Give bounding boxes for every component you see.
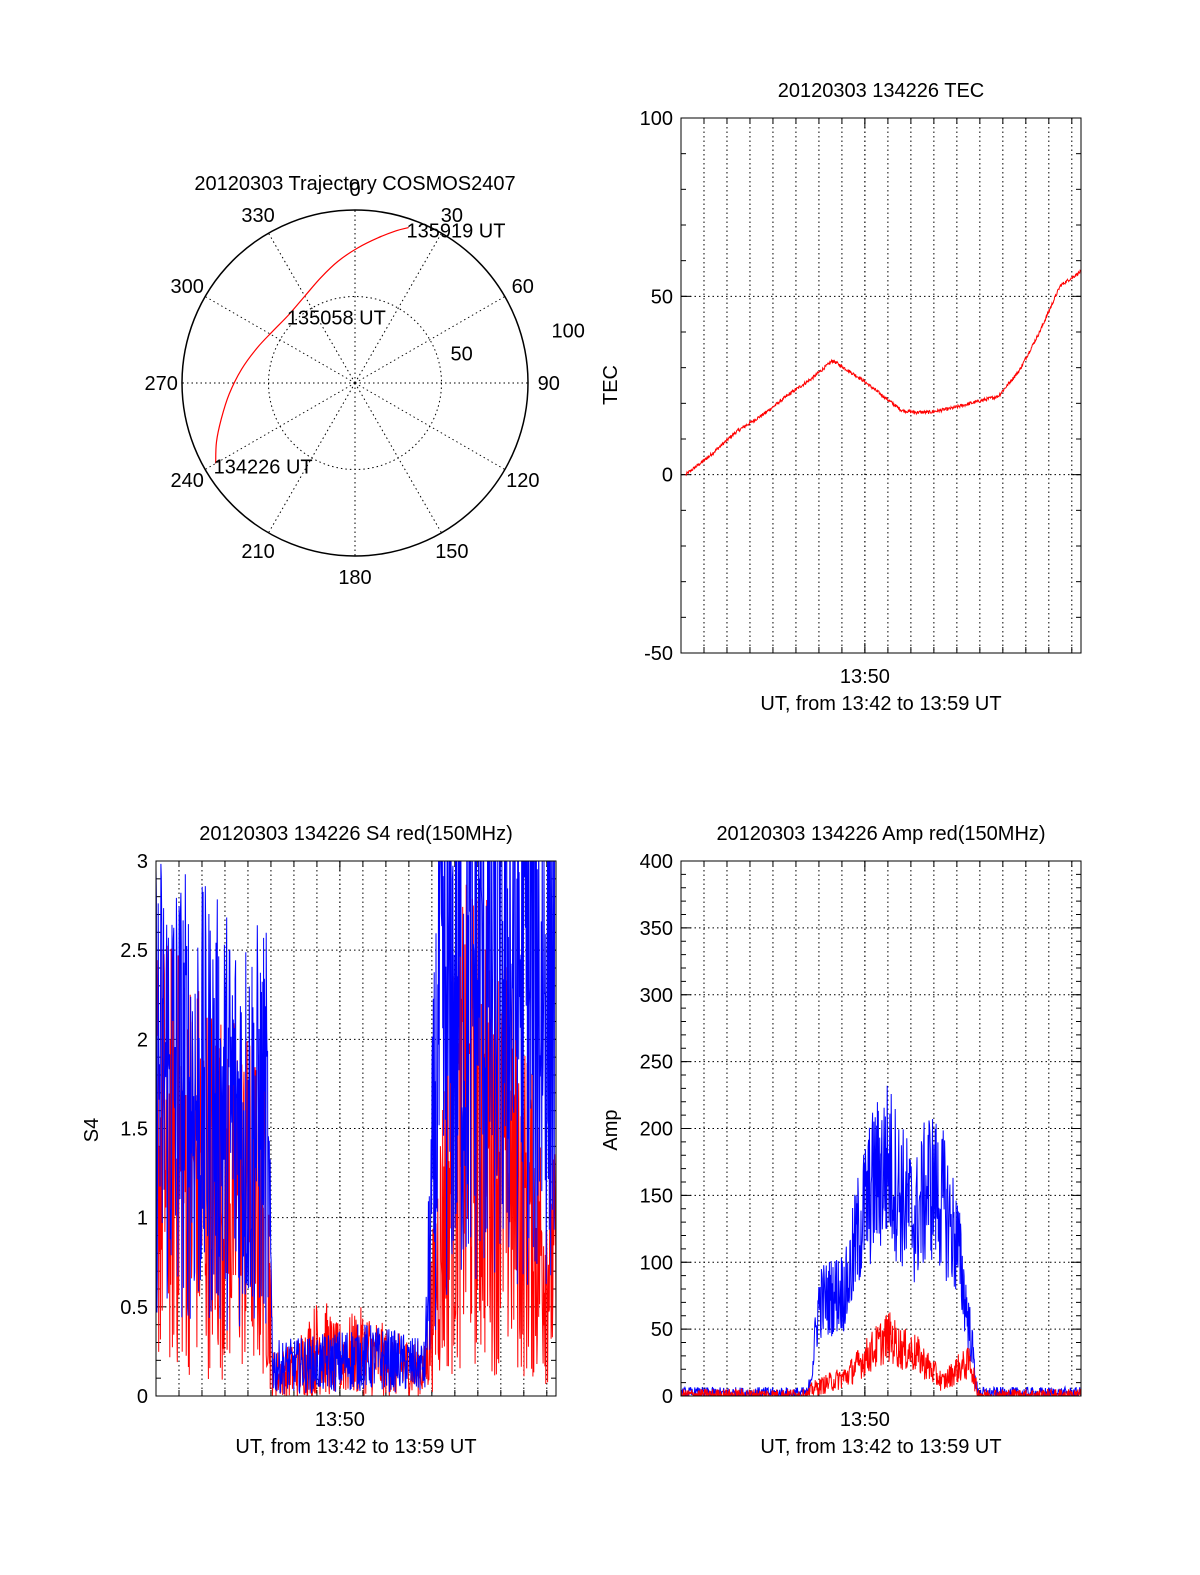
y-tick-label: 250 <box>640 1052 673 1074</box>
x-tick-label: 13:50 <box>840 1409 890 1431</box>
s4-plot-area: 0 0.5 1 1.5 2 2.5 3 13:50 <box>120 851 557 1431</box>
y-tick-label: 2 <box>137 1029 148 1051</box>
series-line-red <box>685 269 1081 477</box>
amp-title: 20120303 134226 Amp red(150MHz) <box>716 823 1045 845</box>
polar-spoke <box>268 232 356 384</box>
y-tick-label: 400 <box>640 851 673 873</box>
polar-azimuth-label: 30 <box>441 205 463 227</box>
tec-xlabel: UT, from 13:42 to 13:59 UT <box>760 693 1001 715</box>
polar-trajectory <box>215 227 409 464</box>
y-tick-label: 50 <box>651 286 673 308</box>
x-tick-label: 13:50 <box>840 666 890 688</box>
polar-spoke <box>354 232 442 384</box>
polar-spoke <box>204 382 356 470</box>
amp-plot-area: 0 50 100 150 200 250 300 350 400 13:50 <box>640 851 1082 1431</box>
polar-title: 20120303 Trajectory COSMOS2407 <box>194 173 515 195</box>
polar-annotations: 135919 UT 135058 UT 134226 UT <box>214 221 506 479</box>
amp-panel: 20120303 134226 Amp red(150MHz) Amp UT, … <box>600 823 1082 1458</box>
y-tick-label: 3 <box>137 851 148 873</box>
y-tick-label: 1.5 <box>120 1119 148 1141</box>
polar-radial-label: 50 <box>450 343 472 365</box>
y-tick-label: 100 <box>640 108 673 130</box>
y-tick-label: 50 <box>651 1319 673 1341</box>
plot-frame <box>680 117 1082 654</box>
tec-plot-area: -50 0 50 100 13:50 <box>640 108 1082 688</box>
polar-time-annotation: 135058 UT <box>287 308 386 330</box>
s4-xlabel: UT, from 13:42 to 13:59 UT <box>235 1436 476 1458</box>
polar-spoke <box>354 382 442 534</box>
s4-panel: 20120303 134226 S4 red(150MHz) S4 UT, fr… <box>81 823 557 1458</box>
tec-ylabel: TEC <box>600 365 622 405</box>
polar-azimuth-label: 300 <box>171 276 204 298</box>
plot-frame <box>155 860 557 1397</box>
polar-spoke <box>204 296 356 384</box>
polar-trajectory-line <box>215 227 409 464</box>
s4-title: 20120303 134226 S4 red(150MHz) <box>199 823 513 845</box>
polar-radial-label: 100 <box>552 321 585 343</box>
polar-azimuth-labels: 0 30 60 90 120 150 180 210 240 270 300 330 <box>145 179 560 589</box>
polar-azimuth-label: 150 <box>435 541 468 563</box>
y-tick-label: 1 <box>137 1208 148 1230</box>
s4-ylabel: S4 <box>81 1118 103 1142</box>
polar-azimuth-label: 90 <box>538 373 560 395</box>
y-tick-label: -50 <box>644 643 673 665</box>
tec-panel: 20120303 134226 TEC TEC UT, from 13:42 t… <box>600 80 1082 715</box>
amp-ylabel: Amp <box>600 1109 622 1150</box>
polar-time-annotation: 134226 UT <box>214 456 313 478</box>
polar-spoke <box>268 382 356 534</box>
plot-frame <box>680 860 1082 1397</box>
polar-radial-labels: 50 100 <box>450 321 584 366</box>
x-tick-label: 13:50 <box>315 1409 365 1431</box>
polar-grid <box>181 209 529 557</box>
series-line-red <box>681 1312 1081 1396</box>
polar-azimuth-label: 240 <box>171 470 204 492</box>
y-tick-label: 100 <box>640 1252 673 1274</box>
y-tick-label: 0.5 <box>120 1297 148 1319</box>
y-tick-label: 0 <box>662 465 673 487</box>
polar-azimuth-label: 120 <box>506 470 539 492</box>
polar-outer-circle <box>181 209 529 557</box>
y-tick-label: 0 <box>662 1386 673 1408</box>
polar-time-annotation: 135919 UT <box>407 221 506 243</box>
y-tick-label: 350 <box>640 918 673 940</box>
polar-spoke <box>354 382 506 470</box>
series-line-blue <box>681 1085 1081 1396</box>
polar-spoke <box>354 296 506 384</box>
y-tick-label: 200 <box>640 1119 673 1141</box>
y-tick-label: 300 <box>640 985 673 1007</box>
polar-panel: 20120303 Trajectory COSMOS2407 0 30 60 90 12… <box>145 173 585 589</box>
polar-azimuth-label: 0 <box>349 179 360 201</box>
polar-azimuth-label: 210 <box>241 541 274 563</box>
y-tick-label: 0 <box>137 1386 148 1408</box>
amp-xlabel: UT, from 13:42 to 13:59 UT <box>760 1436 1001 1458</box>
polar-azimuth-label: 60 <box>512 276 534 298</box>
polar-azimuth-label: 270 <box>145 373 178 395</box>
y-tick-label: 2.5 <box>120 940 148 962</box>
y-tick-label: 150 <box>640 1185 673 1207</box>
polar-azimuth-label: 180 <box>338 567 371 589</box>
polar-azimuth-label: 330 <box>241 205 274 227</box>
series-line-blue <box>156 861 556 1395</box>
tec-title: 20120303 134226 TEC <box>778 80 984 102</box>
